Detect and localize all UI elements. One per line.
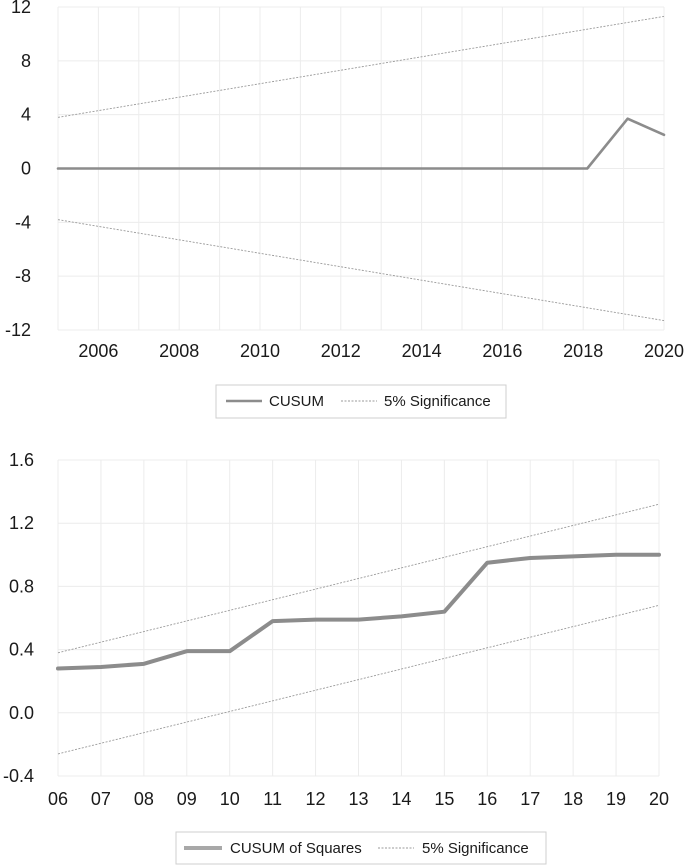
y-tick-label: 0.8: [9, 576, 34, 596]
cusum-squares-legend: CUSUM of Squares 5% Significance: [175, 831, 547, 865]
upper-significance-line: [57, 15, 665, 118]
cusum-squares-legend-box: [175, 831, 547, 865]
cusum-legend-label: CUSUM: [269, 393, 324, 410]
x-tick-label: 2016: [482, 341, 522, 361]
x-tick-label: 2020: [644, 341, 684, 361]
cusum-squares-legend-label: CUSUM of Squares: [230, 840, 362, 857]
y-tick-label: 1.6: [9, 450, 34, 470]
x-tick-label: 2010: [240, 341, 280, 361]
y-tick-label: -12: [5, 320, 31, 340]
cusum-chart: 12 8 4 0 -4 -8 -12 2006 2008 2010 2012 2014 2016 201…: [5, 0, 684, 419]
cusum-squares-chart: 1.6 1.2 0.8 0.4 0.0 -0.4 06 07 08 09 10 11 12 13 14 15…: [3, 450, 669, 865]
y-tick-label: -4: [15, 212, 31, 232]
x-tick-label: 13: [348, 789, 368, 809]
cusum-legend: CUSUM 5% Significance: [215, 384, 507, 419]
cusum-squares-x-tick-labels: 06 07 08 09 10 11 12 13 14 15 16 17 18 19 20: [48, 789, 669, 809]
cusum-significance-bounds: [57, 15, 665, 322]
upper-significance-line: [57, 503, 660, 654]
cusum-y-tick-labels: 12 8 4 0 -4 -8 -12: [5, 0, 31, 340]
series-line: [56, 117, 666, 170]
x-tick-label: 08: [134, 789, 154, 809]
lower-significance-line: [57, 604, 660, 755]
x-tick-label: 19: [606, 789, 626, 809]
x-tick-label: 14: [391, 789, 411, 809]
y-tick-label: 8: [21, 51, 31, 71]
cusum-squares-significance-bounds: [57, 503, 660, 755]
x-tick-label: 12: [306, 789, 326, 809]
cusum-squares-significance-legend-label: 5% Significance: [422, 840, 529, 857]
cusum-legend-box: [215, 384, 507, 419]
x-tick-label: 2012: [321, 341, 361, 361]
y-tick-label: -0.4: [3, 766, 34, 786]
y-tick-label: 0: [21, 159, 31, 179]
x-tick-label: 2008: [159, 341, 199, 361]
x-tick-label: 07: [91, 789, 111, 809]
y-tick-label: 0.4: [9, 640, 34, 660]
x-tick-label: 06: [48, 789, 68, 809]
y-tick-label: -8: [15, 266, 31, 286]
y-tick-label: 4: [21, 105, 31, 125]
cusum-significance-legend-label: 5% Significance: [384, 393, 491, 410]
x-tick-label: 20: [649, 789, 669, 809]
series-line: [56, 552, 661, 671]
x-tick-label: 18: [563, 789, 583, 809]
cusum-squares-y-tick-labels: 1.6 1.2 0.8 0.4 0.0 -0.4: [3, 450, 34, 786]
y-tick-label: 0.0: [9, 703, 34, 723]
x-tick-label: 09: [177, 789, 197, 809]
x-tick-label: 11: [263, 789, 282, 809]
x-tick-label: 16: [477, 789, 497, 809]
y-tick-label: 1.2: [9, 513, 34, 533]
x-tick-label: 2006: [78, 341, 118, 361]
x-tick-label: 10: [220, 789, 240, 809]
x-tick-label: 2018: [563, 341, 603, 361]
cusum-x-tick-labels: 2006 2008 2010 2012 2014 2016 2018 2020: [78, 341, 684, 361]
cusum-squares-series: [56, 552, 661, 671]
x-tick-label: 17: [520, 789, 540, 809]
lower-significance-line: [57, 219, 665, 322]
x-tick-label: 2014: [402, 341, 442, 361]
x-tick-label: 15: [434, 789, 454, 809]
y-tick-label: 12: [11, 0, 31, 17]
cusum-series: [56, 117, 666, 170]
